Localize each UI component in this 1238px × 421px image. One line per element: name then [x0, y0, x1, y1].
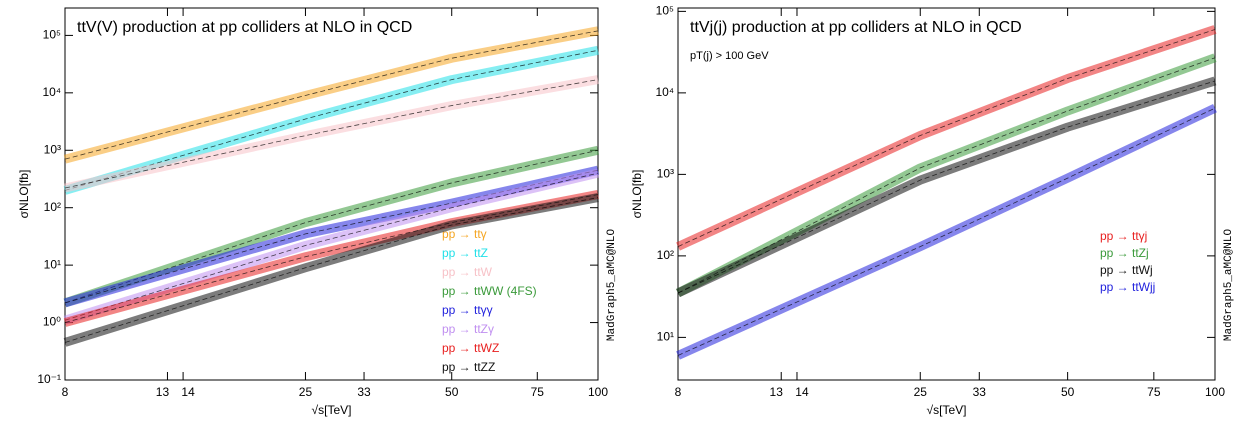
series-band	[676, 76, 1217, 298]
y-tick-label: 10²	[44, 200, 61, 214]
legend-entry: pp → ttWZ	[442, 341, 499, 355]
legend-entry: pp → ttγj	[1100, 229, 1147, 243]
legend-entry: pp → ttZ	[442, 246, 488, 260]
series-band	[63, 193, 599, 347]
x-tick-label: 100	[1205, 385, 1225, 399]
legend-entry: pp → ttZj	[1100, 246, 1149, 260]
series-line	[64, 149, 599, 304]
series-line	[677, 80, 1216, 294]
panel: 10¹ 10² 10³ 10⁴ 10⁵ 8 13 14 25 33 50 75 100 √s[TeV] σN…	[630, 4, 1235, 418]
watermark: MadGraph5_aMC@NLO	[1223, 228, 1235, 341]
x-tick-label: 75	[531, 385, 545, 399]
y-tick-label: 10⁴	[655, 85, 674, 99]
legend-entry: pp → ttγγ	[442, 303, 493, 317]
y-tick-label: 10¹	[44, 257, 61, 271]
x-tick-label: 14	[795, 385, 809, 399]
legend-entry: pp → ttZZ	[442, 360, 495, 374]
x-axis-label: √s[TeV]	[927, 403, 967, 417]
x-tick-label: 50	[1061, 385, 1075, 399]
x-tick-label: 14	[181, 385, 195, 399]
series-line	[677, 29, 1216, 247]
series-line	[64, 79, 599, 189]
x-tick-label: 8	[675, 385, 682, 399]
legend-entry: pp → ttγ	[442, 227, 487, 241]
y-tick-label: 10³	[657, 167, 674, 181]
series-line	[677, 57, 1216, 294]
watermark: MadGraph5_aMC@NLO	[606, 228, 618, 341]
legend-entry: pp → ttZγ	[442, 322, 494, 336]
x-tick-label: 50	[445, 385, 459, 399]
panel: 10⁻¹ 10⁰ 10¹ 10² 10³ 10⁴ 10⁵ 8 13 14 25 33 50 75 100 √s…	[17, 7, 618, 417]
x-axis-label: √s[TeV]	[312, 403, 352, 417]
y-axis-label: σNLO[fb]	[630, 170, 644, 219]
y-tick-label: 10⁵	[43, 28, 61, 42]
y-tick-label: 10⁰	[43, 315, 61, 329]
x-tick-label: 100	[588, 385, 608, 399]
chart-title: ttV(V) production at pp colliders at NLO…	[77, 19, 412, 36]
x-tick-label: 25	[299, 385, 313, 399]
y-tick-label: 10¹	[657, 330, 674, 344]
series-line	[677, 107, 1216, 356]
y-tick-label: 10²	[657, 248, 674, 262]
series-band	[676, 25, 1217, 251]
legend-entry: pp → ttWW (4FS)	[442, 284, 537, 298]
x-tick-label: 13	[156, 385, 170, 399]
chart-title: ttVj(j) production at pp colliders at NL…	[690, 19, 1022, 36]
y-tick-label: 10⁻¹	[37, 372, 61, 386]
x-tick-label: 8	[62, 385, 69, 399]
x-tick-label: 33	[357, 385, 371, 399]
x-tick-label: 75	[1147, 385, 1161, 399]
series-band	[63, 168, 600, 325]
plot-frame	[677, 7, 1216, 381]
y-axis-label: σNLO[fb]	[17, 170, 31, 219]
y-tick-label: 10³	[44, 142, 61, 156]
legend-entry: pp → ttW	[442, 265, 493, 279]
annotation: pT(j) > 100 GeV	[690, 50, 769, 62]
x-tick-label: 13	[770, 385, 784, 399]
x-tick-label: 25	[914, 385, 928, 399]
y-tick-label: 10⁵	[656, 4, 674, 18]
y-tick-label: 10⁴	[42, 85, 61, 99]
legend-entry: pp → ttWj	[1100, 263, 1153, 277]
series-line	[64, 30, 599, 160]
x-tick-label: 33	[973, 385, 987, 399]
plot-frame	[64, 7, 599, 381]
legend-entry: pp → ttWjj	[1100, 280, 1155, 294]
series-line	[64, 49, 599, 191]
